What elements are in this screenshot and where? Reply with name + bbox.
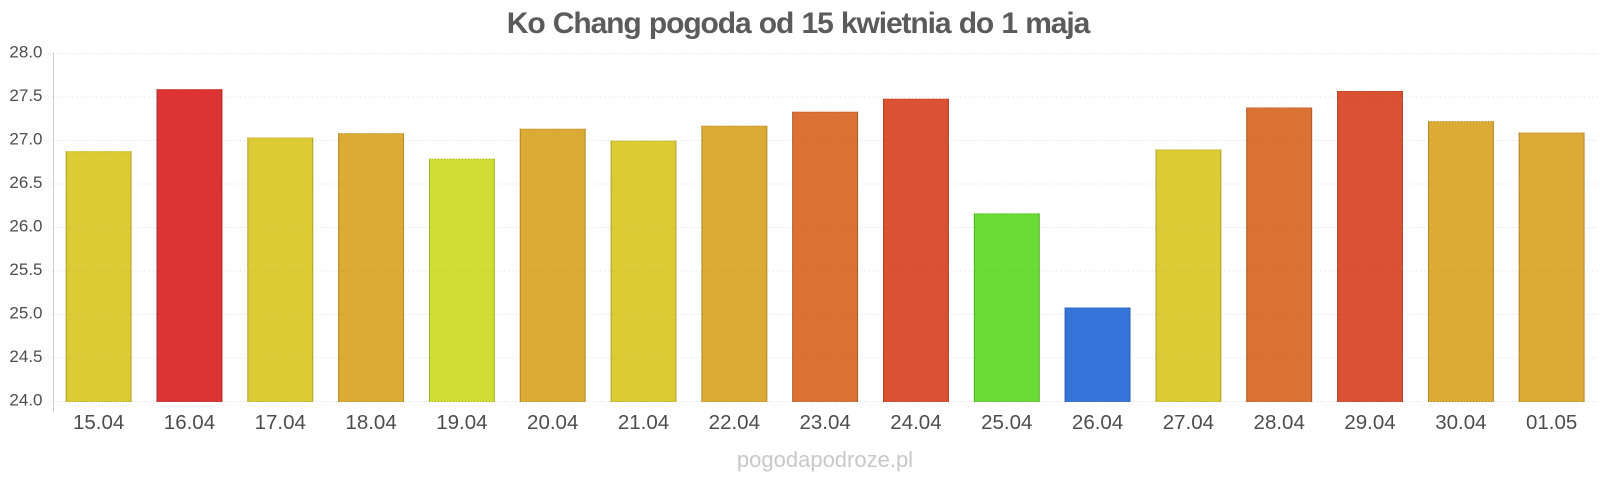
svg-text:25.04: 25.04 xyxy=(981,411,1032,434)
svg-text:22.04: 22.04 xyxy=(709,411,760,434)
svg-text:16.04: 16.04 xyxy=(164,411,215,434)
svg-text:28.0: 28.0 xyxy=(9,43,42,62)
svg-text:18.04: 18.04 xyxy=(345,411,396,434)
svg-text:19.04: 19.04 xyxy=(436,411,487,434)
svg-text:24.04: 24.04 xyxy=(890,411,941,434)
svg-text:26.5: 26.5 xyxy=(9,173,42,192)
svg-text:20.04: 20.04 xyxy=(527,411,578,434)
svg-text:30.04: 30.04 xyxy=(1435,411,1486,434)
svg-text:27.5: 27.5 xyxy=(9,86,42,105)
svg-text:pogodapodroze.pl: pogodapodroze.pl xyxy=(737,447,913,472)
svg-text:25.0: 25.0 xyxy=(9,304,42,323)
svg-text:27.04: 27.04 xyxy=(1163,411,1214,434)
svg-text:25.5: 25.5 xyxy=(9,260,42,279)
svg-text:27.0: 27.0 xyxy=(9,130,42,149)
svg-text:26.04: 26.04 xyxy=(1072,411,1123,434)
svg-text:23.04: 23.04 xyxy=(799,411,850,434)
svg-text:26.0: 26.0 xyxy=(9,217,42,236)
svg-text:29.04: 29.04 xyxy=(1344,411,1395,434)
svg-text:15.04: 15.04 xyxy=(73,411,124,434)
svg-text:Ko Chang pogoda od 15 kwietnia: Ko Chang pogoda od 15 kwietnia do 1 maja xyxy=(507,7,1091,40)
svg-text:21.04: 21.04 xyxy=(618,411,669,434)
svg-text:24.0: 24.0 xyxy=(9,391,42,410)
svg-text:17.04: 17.04 xyxy=(255,411,306,434)
svg-text:28.04: 28.04 xyxy=(1254,411,1305,434)
svg-text:01.05: 01.05 xyxy=(1526,411,1577,434)
svg-text:24.5: 24.5 xyxy=(9,347,42,366)
